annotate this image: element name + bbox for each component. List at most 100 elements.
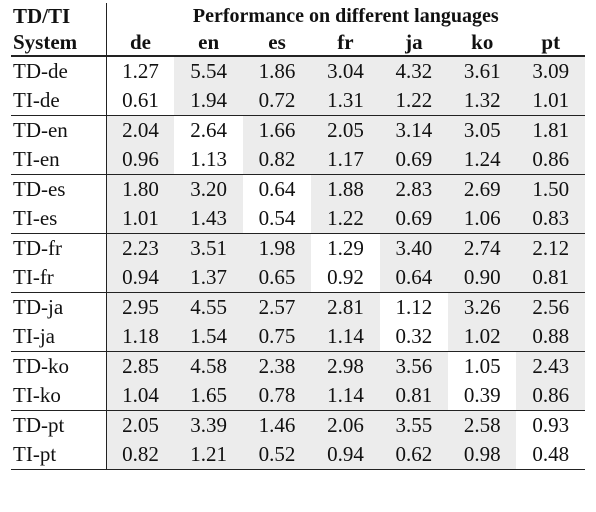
- value-cell-es: 1.98: [242, 233, 312, 263]
- value-cell-ja: 0.64: [379, 263, 449, 293]
- table-row: TD-ko 2.85 4.58 2.38 2.98 3.56 1.05 2.43: [11, 351, 585, 381]
- value-cell-ko: 1.24: [448, 145, 517, 175]
- value-cell-ja: 0.69: [379, 145, 449, 175]
- table-row: TI-ko 1.04 1.65 0.78 1.14 0.81 0.39 0.86: [11, 381, 585, 411]
- value-cell-pt: 0.48: [516, 440, 585, 470]
- value-cell-en: 3.20: [174, 174, 243, 204]
- system-name-cell: TI-de: [11, 86, 107, 116]
- value-cell-ko: 3.05: [448, 115, 517, 145]
- value-cell-en: 1.21: [174, 440, 243, 470]
- value-cell-en: 5.54: [174, 56, 243, 86]
- system-name-cell: TI-ko: [11, 381, 107, 411]
- value-cell-fr: 1.14: [311, 322, 380, 352]
- system-name-cell: TI-pt: [11, 440, 107, 470]
- value-cell-fr: 1.88: [311, 174, 380, 204]
- system-name-cell: TD-ko: [11, 351, 107, 381]
- value-cell-ko: 2.69: [448, 174, 517, 204]
- value-cell-fr: 1.29: [311, 233, 380, 263]
- table-row: TI-pt 0.82 1.21 0.52 0.94 0.62 0.98 0.48: [11, 440, 585, 470]
- value-cell-pt: 0.86: [516, 381, 585, 411]
- value-cell-es: 2.57: [242, 292, 312, 322]
- value-cell-ko: 1.05: [448, 351, 517, 381]
- system-header-line2: System: [11, 29, 107, 57]
- value-cell-ja: 1.22: [379, 86, 449, 116]
- value-cell-de: 1.04: [106, 381, 175, 411]
- value-cell-pt: 0.88: [516, 322, 585, 352]
- value-cell-pt: 0.83: [516, 204, 585, 234]
- value-cell-en: 3.51: [174, 233, 243, 263]
- header-row-languages: System de en es fr ja ko pt: [11, 29, 585, 57]
- value-cell-en: 1.13: [190, 147, 228, 171]
- value-cell-ja: 2.83: [379, 174, 449, 204]
- value-cell-ja: 3.56: [379, 351, 449, 381]
- value-cell-fr: 0.94: [311, 440, 380, 470]
- value-cell-de: 1.27: [122, 59, 159, 83]
- value-cell-pt: 0.93: [516, 410, 585, 440]
- value-cell-fr: 3.04: [311, 56, 380, 86]
- value-cell-en: 3.39: [174, 410, 243, 440]
- table-row: TD-en 2.04 2.64 1.66 2.05 3.14 3.05 1.81: [11, 115, 585, 145]
- system-name-cell: TI-en: [11, 145, 107, 175]
- value-cell-ko: 0.39: [463, 383, 501, 407]
- table-row: TI-en 0.96 1.13 0.82 1.17 0.69 1.24 0.86: [11, 145, 585, 175]
- value-cell-de: 1.01: [106, 204, 175, 234]
- value-cell-ja: 1.12: [379, 292, 449, 322]
- value-cell-fr: 0.92: [327, 265, 364, 289]
- value-cell-fr: 2.98: [311, 351, 380, 381]
- value-cell-es: 0.54: [258, 206, 296, 230]
- value-cell-pt: 1.81: [516, 115, 585, 145]
- value-cell-es: 1.66: [242, 115, 312, 145]
- system-name-cell: TD-fr: [11, 233, 107, 263]
- value-cell-ja: 3.14: [379, 115, 449, 145]
- value-cell-en: 4.58: [174, 351, 243, 381]
- value-cell-es: 1.46: [242, 410, 312, 440]
- value-cell-pt: 2.56: [516, 292, 585, 322]
- caption-fragment: [22, 492, 596, 512]
- table-body: TD-de 1.27 5.54 1.86 3.04 4.32 3.61 3.09 TI-de 0.…: [11, 56, 585, 470]
- value-cell-en: 1.54: [174, 322, 243, 352]
- table-row: TD-es 1.80 3.20 0.64 1.88 2.83 2.69 1.50: [11, 174, 585, 204]
- value-cell-pt: 3.09: [516, 56, 585, 86]
- value-cell-en: 1.65: [174, 381, 243, 411]
- value-cell-es: 0.64: [242, 174, 312, 204]
- language-header-ko: ko: [448, 29, 517, 57]
- value-cell-en: 2.64: [174, 115, 243, 145]
- table-row: TD-pt 2.05 3.39 1.46 2.06 3.55 2.58 0.93: [11, 410, 585, 440]
- value-cell-de: 2.85: [106, 351, 175, 381]
- system-header-line1: TD/TI: [11, 3, 107, 29]
- value-cell-fr: 1.17: [311, 145, 380, 175]
- language-header-de: de: [106, 29, 175, 57]
- language-header-ja: ja: [379, 29, 449, 57]
- value-cell-de: 0.82: [106, 440, 175, 470]
- table-row: TI-es 1.01 1.43 0.54 1.22 0.69 1.06 0.83: [11, 204, 585, 234]
- value-cell-de: 0.96: [106, 145, 175, 175]
- value-cell-pt: 1.50: [516, 174, 585, 204]
- value-cell-ja: 0.32: [395, 324, 433, 348]
- value-cell-de: 2.95: [106, 292, 175, 322]
- value-cell-en: 4.55: [174, 292, 243, 322]
- value-cell-en: 1.37: [174, 263, 243, 293]
- value-cell-fr: 1.31: [311, 86, 380, 116]
- value-cell-es: 1.86: [242, 56, 312, 86]
- value-cell-es: 2.38: [242, 351, 312, 381]
- value-cell-ko: 1.02: [448, 322, 517, 352]
- value-cell-en: 1.94: [174, 86, 243, 116]
- value-cell-es: 0.65: [242, 263, 312, 293]
- language-header-en: en: [174, 29, 243, 57]
- value-cell-pt: 0.86: [516, 145, 585, 175]
- value-cell-ja: 3.40: [379, 233, 449, 263]
- system-name-cell: TI-fr: [11, 263, 107, 293]
- value-cell-de: 2.05: [106, 410, 175, 440]
- value-cell-de: 0.94: [106, 263, 175, 293]
- value-cell-fr: 2.05: [311, 115, 380, 145]
- value-cell-ja: 3.55: [379, 410, 449, 440]
- value-cell-ja: 0.69: [379, 204, 449, 234]
- table-row: TI-ja 1.18 1.54 0.75 1.14 0.32 1.02 0.88: [11, 322, 585, 352]
- value-cell-de: 2.04: [106, 115, 175, 145]
- table-row: TD-de 1.27 5.54 1.86 3.04 4.32 3.61 3.09: [11, 56, 585, 86]
- table-row: TI-de 0.61 1.94 0.72 1.31 1.22 1.32 1.01: [11, 86, 585, 116]
- value-cell-fr: 1.22: [311, 204, 380, 234]
- table-row: TD-ja 2.95 4.55 2.57 2.81 1.12 3.26 2.56: [11, 292, 585, 322]
- value-cell-fr: 2.06: [311, 410, 380, 440]
- system-name-cell: TD-es: [11, 174, 107, 204]
